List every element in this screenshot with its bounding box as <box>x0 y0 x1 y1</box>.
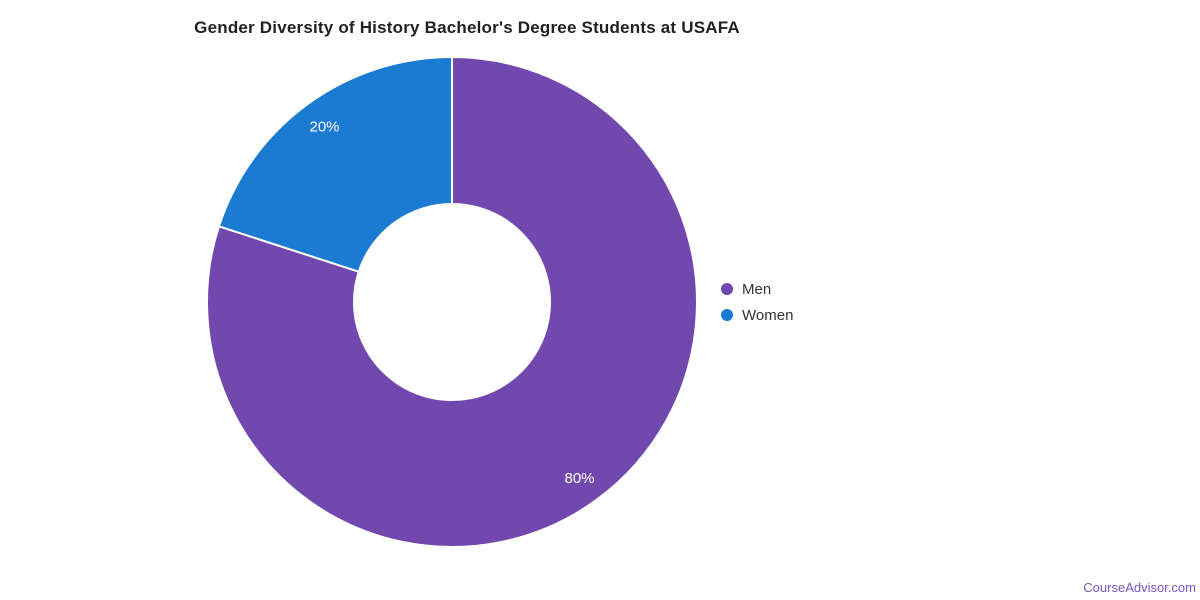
legend-swatch-men-icon <box>721 283 733 295</box>
legend-label-men: Men <box>742 280 772 298</box>
chart-title: Gender Diversity of History Bachelor's D… <box>194 18 740 37</box>
legend-item-men[interactable]: Men <box>721 276 793 302</box>
pie-slice-men[interactable] <box>206 56 698 548</box>
legend-item-women[interactable]: Women <box>721 302 793 328</box>
slice-label-women: 20% <box>309 119 339 136</box>
legend-label-women: Women <box>742 306 794 324</box>
legend: Men Women <box>721 276 793 328</box>
slice-label-men: 80% <box>564 470 594 487</box>
watermark-link[interactable]: CourseAdvisor.com <box>1083 580 1196 595</box>
legend-swatch-women-icon <box>721 309 733 321</box>
pie-slice-women[interactable] <box>217 56 453 273</box>
